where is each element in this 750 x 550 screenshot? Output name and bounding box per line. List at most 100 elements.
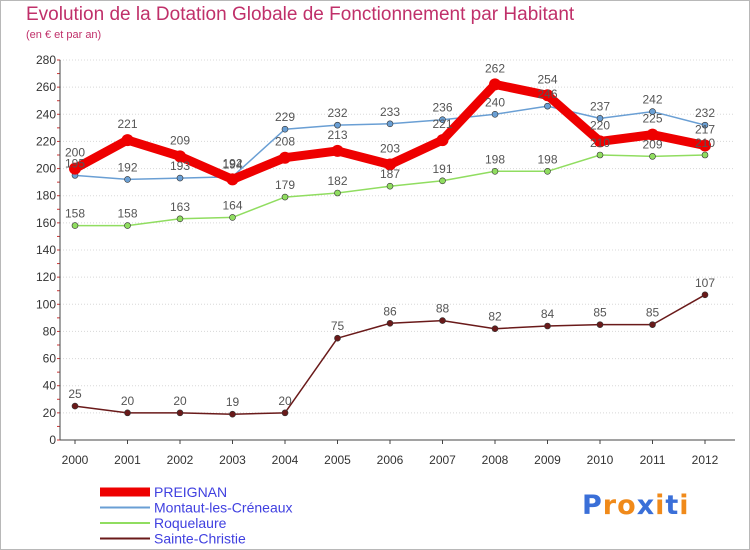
y-tick-label: 100 — [36, 297, 56, 311]
legend-label: PREIGNAN — [154, 484, 227, 500]
x-tick-label: 2003 — [219, 453, 246, 467]
data-label: 225 — [642, 112, 662, 126]
data-point — [121, 134, 134, 147]
data-label: 262 — [485, 61, 505, 75]
data-label: 213 — [327, 128, 347, 142]
y-tick-label: 220 — [36, 134, 56, 148]
x-tick-label: 2012 — [692, 453, 719, 467]
data-point — [384, 158, 396, 171]
y-tick-label: 140 — [36, 243, 56, 257]
data-label: 84 — [541, 307, 555, 321]
y-tick-label: 0 — [49, 433, 56, 447]
data-point — [176, 215, 184, 223]
x-tick-label: 2001 — [114, 453, 141, 467]
data-label: 75 — [331, 319, 345, 333]
data-label: 229 — [275, 110, 295, 124]
data-label: 163 — [170, 200, 190, 214]
data-label: 221 — [117, 117, 137, 131]
data-label: 203 — [380, 142, 400, 156]
data-label: 19 — [226, 395, 240, 409]
data-label: 233 — [380, 105, 400, 119]
data-point — [544, 102, 551, 110]
data-label: 246 — [537, 87, 557, 101]
data-label: 194 — [222, 158, 242, 172]
data-point — [124, 176, 131, 183]
data-label: 85 — [646, 306, 660, 320]
data-point — [439, 116, 446, 124]
data-point — [544, 322, 551, 330]
y-tick-label: 260 — [36, 80, 56, 94]
data-label: 220 — [590, 118, 610, 132]
chart-subtitle: (en € et par an) — [26, 29, 102, 41]
x-tick-label: 2011 — [640, 453, 666, 467]
data-label: 187 — [380, 167, 400, 181]
data-label: 209 — [170, 133, 190, 147]
data-label: 107 — [695, 276, 715, 290]
x-tick-label: 2007 — [429, 453, 456, 467]
data-point — [436, 134, 449, 147]
data-point — [701, 291, 709, 299]
data-point — [491, 110, 499, 118]
y-tick-label: 40 — [43, 379, 57, 393]
data-label: 20 — [278, 394, 292, 408]
legend-label: Montaut-les-Créneaux — [154, 500, 293, 516]
x-tick-label: 2004 — [272, 453, 299, 467]
data-point — [646, 128, 659, 141]
data-point — [334, 334, 341, 342]
data-point — [541, 89, 554, 102]
data-label: 25 — [68, 387, 82, 401]
y-tick-label: 280 — [36, 53, 56, 67]
data-label: 192 — [117, 160, 137, 174]
data-point — [701, 151, 709, 159]
data-point — [174, 150, 186, 163]
y-tick-label: 60 — [43, 352, 57, 366]
y-tick-label: 240 — [36, 107, 56, 121]
x-tick-label: 2010 — [587, 453, 614, 467]
data-label: 210 — [695, 136, 715, 150]
y-tick-label: 120 — [36, 270, 56, 284]
data-point — [176, 174, 184, 182]
data-point — [596, 321, 604, 328]
data-point — [229, 410, 236, 418]
data-label: 182 — [327, 174, 347, 188]
data-label: 198 — [485, 152, 505, 166]
data-point — [649, 321, 656, 328]
legend-label: Roquelaure — [154, 515, 227, 531]
x-tick-label: 2002 — [167, 453, 194, 467]
data-point — [699, 139, 711, 152]
data-label: 254 — [537, 72, 557, 86]
x-tick-label: 2005 — [324, 453, 351, 467]
data-point — [491, 325, 499, 333]
chart-title: Evolution de la Dotation Globale de Fonc… — [26, 4, 575, 25]
data-point — [281, 409, 289, 417]
data-label: 82 — [488, 310, 502, 324]
y-tick-label: 80 — [43, 324, 57, 338]
data-label: 242 — [642, 93, 662, 107]
data-label: 164 — [222, 198, 242, 212]
data-label: 88 — [436, 302, 450, 316]
data-label: 198 — [537, 152, 557, 166]
data-label: 232 — [327, 106, 347, 120]
legend-label: Sainte-Christie — [154, 531, 246, 547]
data-point — [71, 222, 79, 229]
x-tick-label: 2000 — [62, 453, 89, 467]
data-label: 208 — [275, 135, 295, 149]
data-label: 236 — [432, 101, 452, 115]
data-label: 237 — [590, 99, 610, 113]
x-tick-label: 2006 — [377, 453, 404, 467]
data-point — [701, 121, 709, 129]
y-tick-label: 200 — [36, 162, 56, 176]
data-point — [649, 108, 656, 115]
data-label: 210 — [590, 136, 610, 150]
data-label: 20 — [121, 394, 135, 408]
data-label: 200 — [65, 146, 85, 160]
data-label: 209 — [642, 137, 662, 151]
data-point — [279, 151, 291, 164]
data-point — [176, 409, 184, 417]
data-point — [281, 125, 289, 133]
data-point — [71, 402, 79, 410]
data-label: 179 — [275, 178, 295, 192]
y-tick-label: 160 — [36, 216, 56, 230]
data-point — [439, 177, 446, 185]
